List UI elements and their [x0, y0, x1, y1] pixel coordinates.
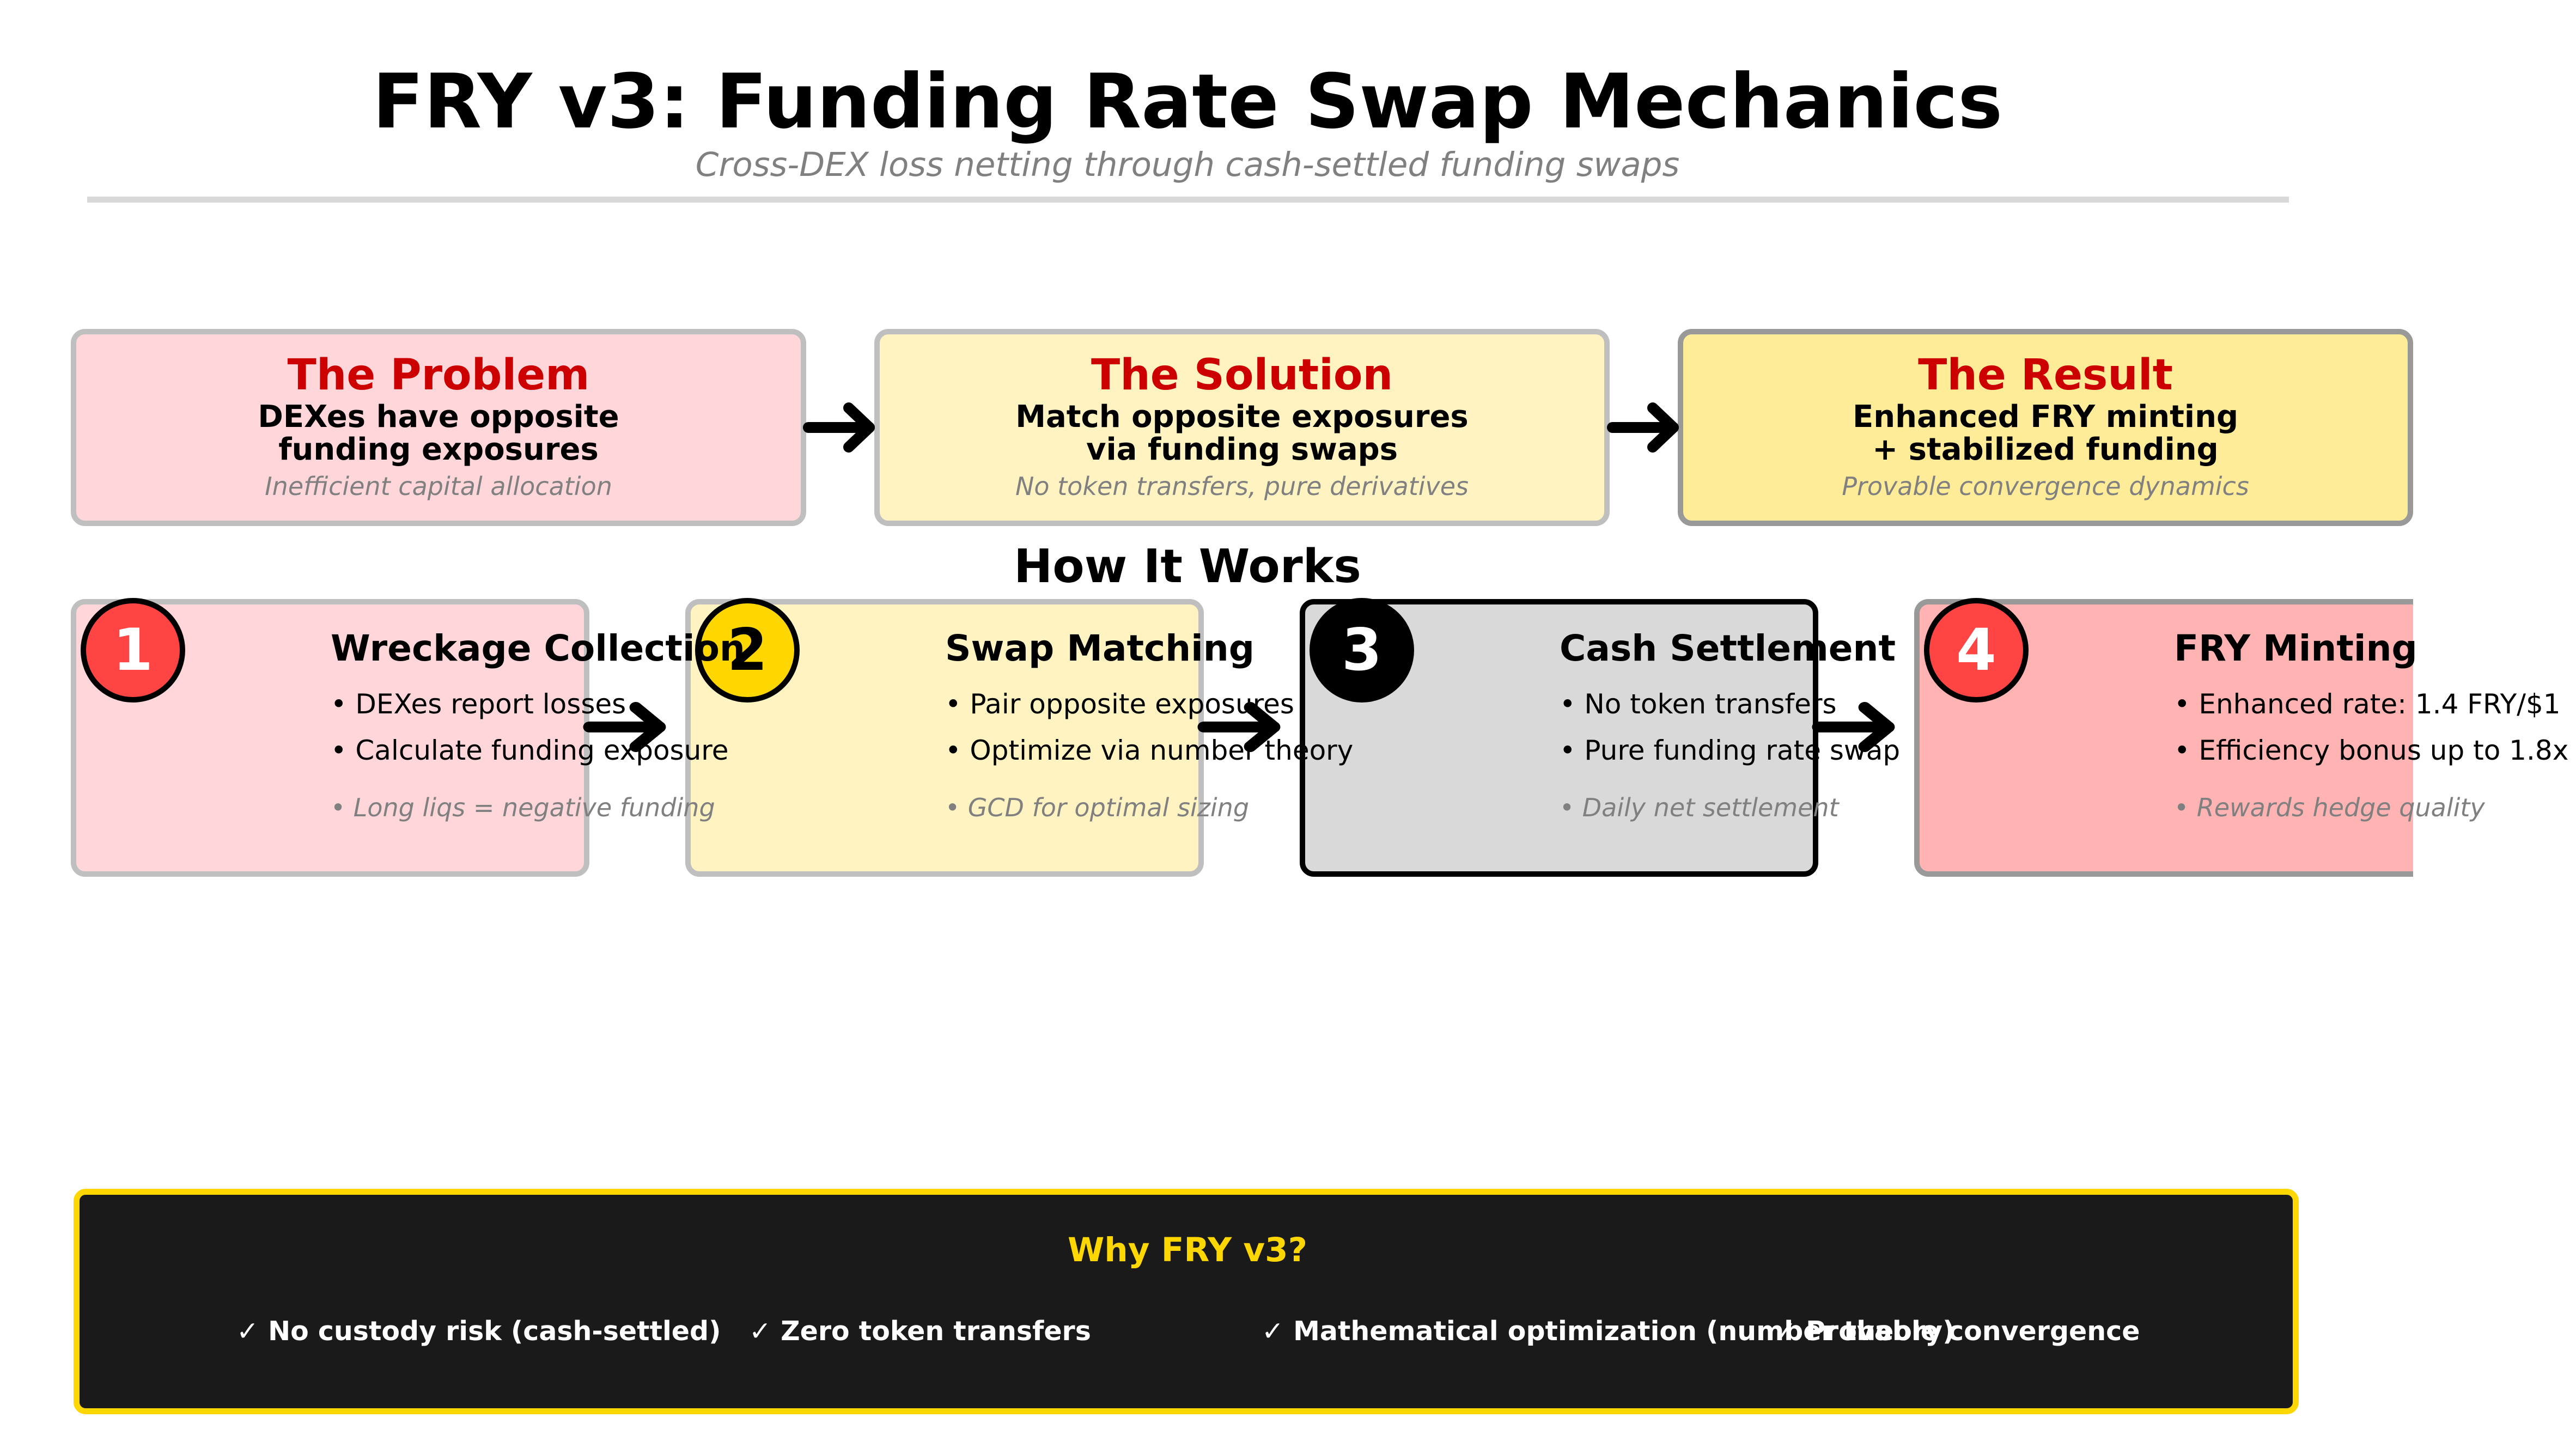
step-note: • Rewards hedge quality [2174, 793, 2485, 822]
step-note: • GCD for optimal sizing [945, 793, 1250, 822]
why-title: Why FRY v3? [1067, 1231, 1308, 1269]
step-note: • Long liqs = negative funding [331, 793, 715, 822]
step-number-badge: 1 [81, 598, 185, 702]
why-benefit-item: ✓ No custody risk (cash-settled) [236, 1316, 721, 1347]
summary-heading: The Result [1918, 351, 2173, 400]
summary-note: No token transfers, pure derivatives [1015, 472, 1469, 501]
summary-heading: The Solution [1091, 351, 1393, 400]
step-title: Cash Settlement [1560, 627, 1896, 669]
page-subtitle: Cross-DEX loss netting through cash-sett… [695, 145, 1680, 184]
why-panel [74, 1189, 2299, 1414]
summary-line: + stabilized funding [1872, 432, 2219, 467]
step-title: Wreckage Collection [331, 627, 745, 669]
section-title: How It Works [1014, 540, 1361, 594]
why-benefit-item: ✓ Mathematical optimization (number theo… [1262, 1316, 1955, 1347]
summary-box-solution: The Solution Match opposite exposures vi… [874, 329, 1610, 526]
summary-box-problem: The Problem DEXes have opposite funding … [71, 329, 806, 526]
right-arrow-icon [1612, 408, 1673, 447]
step-number-badge: 2 [695, 598, 800, 702]
step-number-badge: 3 [1310, 598, 1414, 702]
summary-note: Provable convergence dynamics [1842, 472, 2249, 501]
summary-heading: The Problem [287, 351, 590, 400]
why-benefit-item: ✓ Provable convergence [1774, 1316, 2140, 1347]
step-bullet: • Optimize via number theory [945, 735, 1354, 766]
step-bullet: • Efficiency bonus up to 1.8x [2174, 735, 2569, 766]
step-bullet: • Calculate funding exposure [331, 735, 729, 766]
summary-note: Inefficient capital allocation [265, 472, 612, 501]
right-arrow-icon [1204, 707, 1274, 747]
summary-line: Match opposite exposures [1015, 399, 1469, 435]
page-title: FRY v3: Funding Rate Swap Mechanics [372, 58, 2003, 145]
summary-line: DEXes have opposite [258, 399, 619, 435]
right-arrow-icon [589, 707, 660, 747]
right-arrow-icon [1818, 707, 1889, 747]
step-bullet: • No token transfers [1560, 688, 1837, 720]
summary-line: funding exposures [278, 432, 599, 467]
step-bullet: • Enhanced rate: 1.4 FRY/$1 [2174, 688, 2561, 720]
step-bullet: • Pair opposite exposures [945, 688, 1294, 720]
summary-line: Enhanced FRY minting [1852, 399, 2239, 435]
summary-line: via funding swaps [1086, 432, 1398, 467]
step-number-badge: 4 [1924, 598, 2029, 702]
right-arrow-icon [808, 408, 869, 447]
summary-box-result: The Result Enhanced FRY minting + stabil… [1678, 329, 2413, 526]
header-divider [87, 197, 2289, 203]
step-bullet: • Pure funding rate swap [1560, 735, 1901, 766]
why-benefit-item: ✓ Zero token transfers [749, 1316, 1091, 1347]
step-title: Swap Matching [945, 627, 1254, 669]
step-title: FRY Minting [2174, 627, 2417, 669]
step-bullet: • DEXes report losses [331, 688, 626, 720]
step-note: • Daily net settlement [1560, 793, 1839, 822]
